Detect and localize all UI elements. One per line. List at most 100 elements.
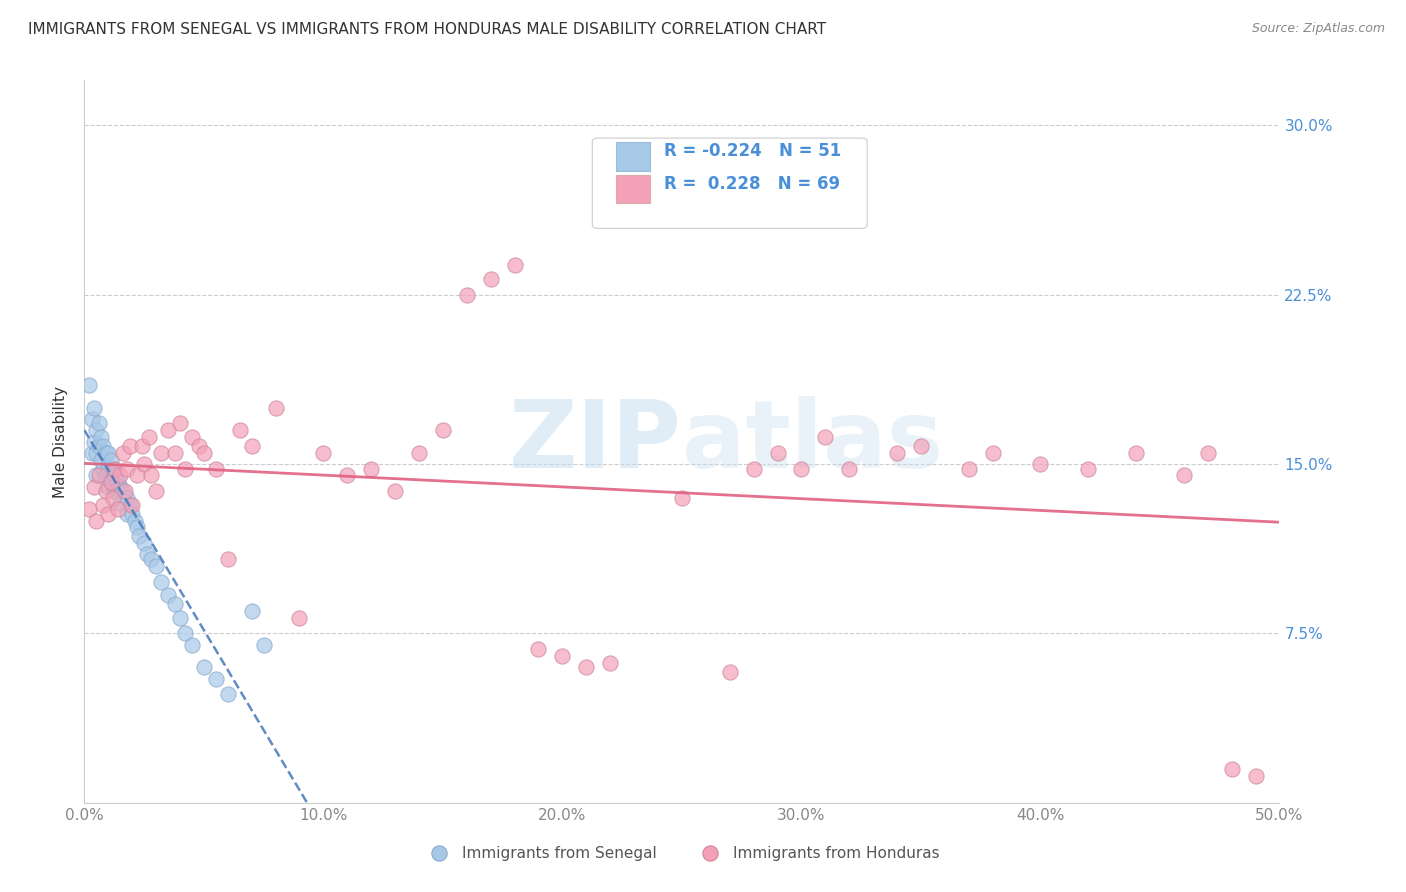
- Point: [432, 423, 454, 437]
- Point: [503, 259, 526, 273]
- Point: [110, 480, 132, 494]
- Point: [217, 552, 239, 566]
- Point: [1077, 461, 1099, 475]
- Point: [288, 610, 311, 624]
- Point: [101, 480, 124, 494]
- Point: [86, 423, 108, 437]
- Point: [1244, 769, 1267, 783]
- Point: [111, 446, 134, 460]
- Point: [131, 439, 153, 453]
- Point: [138, 430, 160, 444]
- Point: [100, 452, 122, 467]
- Point: [1197, 446, 1219, 460]
- Point: [479, 272, 502, 286]
- Point: [169, 417, 191, 431]
- Point: [141, 468, 163, 483]
- Point: [101, 461, 124, 475]
- Y-axis label: Male Disability: Male Disability: [53, 385, 69, 498]
- Point: [118, 439, 141, 453]
- Point: [205, 672, 228, 686]
- Point: [217, 687, 239, 701]
- Point: [80, 412, 103, 426]
- Point: [125, 468, 148, 483]
- Point: [90, 430, 112, 444]
- Point: [117, 461, 139, 475]
- Point: [527, 642, 550, 657]
- Point: [132, 457, 156, 471]
- Point: [117, 507, 139, 521]
- Point: [193, 446, 215, 460]
- Point: [181, 638, 204, 652]
- Point: [408, 446, 430, 460]
- Point: [671, 491, 693, 505]
- Point: [121, 498, 143, 512]
- Point: [169, 610, 191, 624]
- Point: [80, 446, 103, 460]
- Point: [83, 434, 105, 449]
- Point: [86, 468, 108, 483]
- Point: [336, 468, 359, 483]
- Point: [94, 446, 117, 460]
- Point: [104, 468, 127, 483]
- Point: [981, 446, 1004, 460]
- Point: [94, 484, 117, 499]
- Point: [104, 461, 127, 475]
- Text: atlas: atlas: [682, 395, 943, 488]
- Point: [83, 480, 105, 494]
- FancyBboxPatch shape: [592, 138, 868, 228]
- Point: [87, 468, 110, 483]
- Bar: [616, 175, 650, 203]
- Point: [360, 461, 382, 475]
- Point: [193, 660, 215, 674]
- Point: [107, 475, 129, 490]
- Point: [90, 452, 112, 467]
- Point: [718, 665, 741, 679]
- Point: [647, 175, 669, 189]
- Point: [93, 498, 115, 512]
- Point: [93, 439, 115, 453]
- Point: [86, 446, 108, 460]
- Point: [97, 446, 120, 460]
- Point: [886, 446, 908, 460]
- Point: [384, 484, 406, 499]
- Point: [910, 439, 932, 453]
- Point: [135, 548, 157, 562]
- Point: [1029, 457, 1052, 471]
- Point: [149, 446, 172, 460]
- Point: [766, 446, 789, 460]
- Point: [97, 461, 120, 475]
- Point: [173, 626, 195, 640]
- Point: [100, 475, 122, 490]
- Point: [87, 439, 110, 453]
- Text: R = -0.224   N = 51: R = -0.224 N = 51: [664, 142, 841, 160]
- Text: Source: ZipAtlas.com: Source: ZipAtlas.com: [1251, 22, 1385, 36]
- Point: [165, 597, 187, 611]
- Point: [575, 660, 598, 674]
- Point: [100, 473, 122, 487]
- Point: [93, 461, 115, 475]
- Point: [145, 558, 167, 573]
- Point: [104, 484, 127, 499]
- Point: [128, 529, 150, 543]
- Point: [814, 430, 837, 444]
- Point: [1220, 762, 1243, 776]
- Point: [83, 401, 105, 415]
- Point: [229, 423, 252, 437]
- Text: ZIP: ZIP: [509, 395, 682, 488]
- Point: [742, 461, 765, 475]
- Point: [456, 287, 478, 301]
- Point: [1173, 468, 1195, 483]
- Point: [87, 417, 110, 431]
- Point: [101, 491, 124, 505]
- Point: [110, 468, 132, 483]
- Legend: Immigrants from Senegal, Immigrants from Honduras: Immigrants from Senegal, Immigrants from…: [418, 840, 946, 867]
- Point: [957, 461, 980, 475]
- Point: [77, 378, 100, 392]
- Point: [173, 461, 195, 475]
- Point: [181, 430, 204, 444]
- Point: [124, 514, 146, 528]
- Point: [111, 484, 134, 499]
- Point: [77, 502, 100, 516]
- Point: [165, 446, 187, 460]
- Point: [264, 401, 287, 415]
